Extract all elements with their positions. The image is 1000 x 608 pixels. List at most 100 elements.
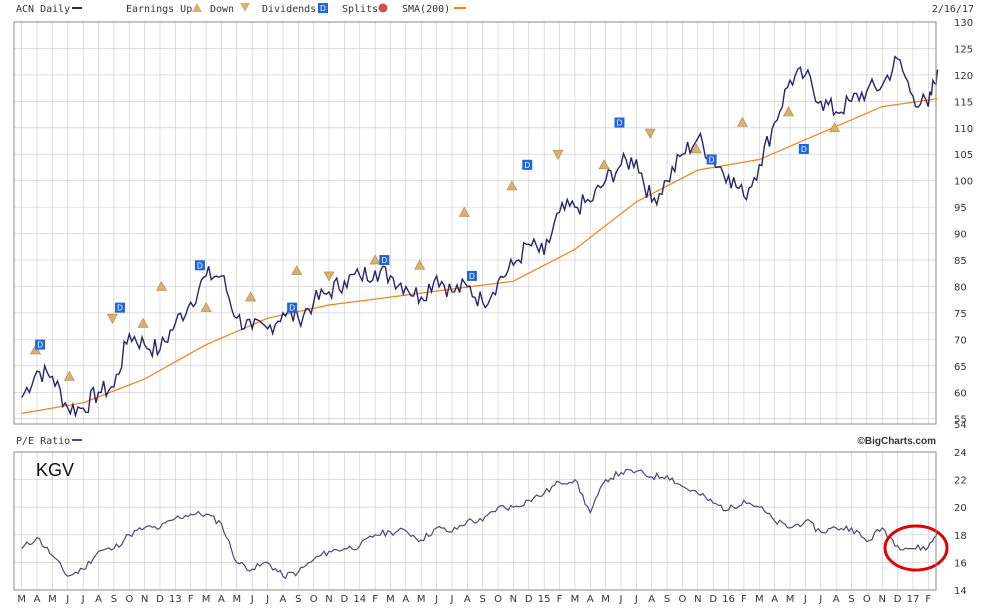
y-tick-label: 130 [954,18,973,29]
price-panel-bg [14,22,936,424]
earnings-marker [506,180,518,191]
x-tick-label: 14 [353,594,366,605]
x-tick-label: A [833,594,840,605]
x-tick-label: F [188,594,194,605]
y-tick-label: 120 [954,71,973,82]
y-tick-label: 54 [954,420,967,431]
y-tick-label: 115 [954,97,973,108]
x-tick-label: N [878,594,885,605]
x-tick-label: S [295,594,301,605]
chart-date: 2/16/17 [932,4,974,15]
x-tick-label: A [771,594,778,605]
x-tick-label: J [65,594,69,605]
y-tick-label: 65 [954,362,967,373]
dividend-marker-label: D [197,261,203,270]
dividend-marker [35,339,46,350]
price-panel-border [13,21,937,425]
sma-line [21,98,938,414]
earnings-marker [106,313,118,324]
highlight-circle [883,524,949,572]
x-tick-label: 13 [169,594,182,605]
y-tick-label: 24 [954,448,967,459]
y-tick-label: 110 [954,124,973,135]
y-tick-label: 105 [954,150,973,161]
x-tick-label: A [95,594,102,605]
price-line [21,55,939,419]
x-tick-label: M [232,594,241,605]
kgv-annotation: KGV [36,460,74,480]
price-legend-swatch [72,7,82,9]
dividend-marker [287,302,298,313]
pe-panel-title: P/E Ratio [16,436,70,447]
earnings-marker [414,259,426,270]
earnings-marker [458,206,470,217]
y-tick-label: 80 [954,282,967,293]
x-tick-label: J [434,594,438,605]
x-tick-label: A [648,594,655,605]
earnings-marker [829,122,841,133]
dividend-marker [798,143,809,154]
dividend-marker [115,302,126,313]
x-tick-label: A [402,594,409,605]
y-tick-label: 14 [954,586,967,597]
x-tick-label: S [664,594,670,605]
x-axis: M A M J J A S O N D 13 F M A M J J A S O N D 14 F M A M J J A S O N D 15 F M… [17,594,931,605]
earnings-marker [736,116,748,127]
y-tick-label: 20 [954,503,967,514]
x-tick-label: F [741,594,747,605]
x-tick-label: J [265,594,269,605]
x-tick-label: O [494,594,502,605]
x-tick-label: 17 [907,594,920,605]
dividend-marker-label: D [524,161,530,170]
x-tick-label: N [141,594,148,605]
x-tick-label: M [17,594,26,605]
x-tick-label: A [279,594,286,605]
dividend-marker-label: D [801,145,807,154]
x-tick-label: D [709,594,717,605]
x-tick-label: N [325,594,332,605]
y-tick-label: 16 [954,558,967,569]
x-tick-label: M [417,594,426,605]
pe-grid [14,451,936,591]
legend-down: Down [210,4,234,15]
x-tick-label: 15 [538,594,551,605]
earnings-marker [137,317,149,328]
x-tick-label: S [480,594,486,605]
x-tick-label: M [786,594,795,605]
dividend-marker-label: D [709,156,715,165]
y-tick-label: 55 [954,415,967,426]
earnings-marker [63,370,75,381]
earnings-marker [291,264,303,275]
x-tick-label: 16 [722,594,735,605]
dividend-marker [194,260,205,271]
earnings-marker [369,254,381,265]
x-tick-label: J [449,594,453,605]
earnings-marker [156,280,168,291]
dividend-icon [318,3,328,13]
earnings-marker [200,302,212,312]
x-tick-label: J [619,594,623,605]
x-tick-label: J [81,594,85,605]
y-tick-label: 95 [954,203,967,214]
x-tick-label: J [818,594,822,605]
x-tick-label: O [310,594,318,605]
y-tick-label: 100 [954,177,973,188]
x-tick-label: O [863,594,871,605]
pe-y-axis: 14 16 18 20 22 24 [954,448,967,597]
x-tick-label: D [894,594,902,605]
legend-symbol: ACN Daily [16,4,70,15]
x-tick-label: F [557,594,563,605]
x-tick-label: J [803,594,807,605]
y-tick-label: 90 [954,230,967,241]
y-tick-label: 22 [954,476,967,487]
legend-dividends: Dividends [262,4,316,15]
earnings-markers [30,106,841,381]
pe-panel: 14 16 18 20 22 24 KGV [13,448,967,597]
earnings-marker [598,159,610,170]
dividend-marker-label: D [117,304,123,313]
pe-panel-bg [14,452,936,590]
x-tick-label: M [601,594,610,605]
x-tick-label: S [848,594,854,605]
